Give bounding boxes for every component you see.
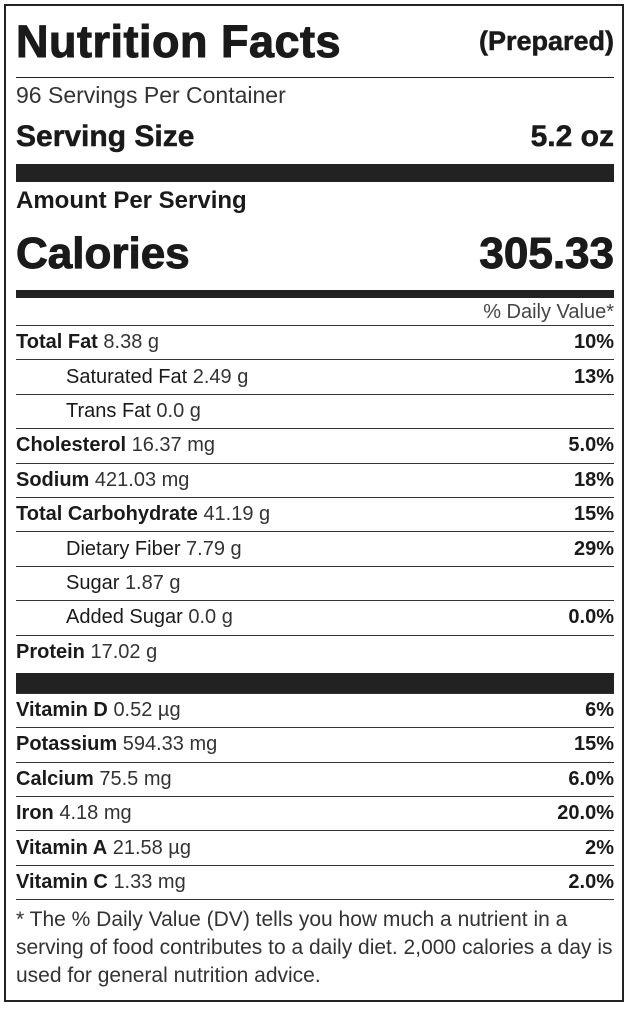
nutrient-name: Protein bbox=[16, 640, 85, 663]
daily-value: 10% bbox=[573, 331, 614, 354]
nutrient-row: Iron 4.18 mg 20.0% bbox=[16, 796, 614, 830]
nutrient-left: Saturated Fat 2.49 g bbox=[66, 366, 248, 389]
nutrient-name: Vitamin C bbox=[16, 871, 108, 894]
nutrient-row: Dietary Fiber 7.79 g 29% bbox=[16, 531, 614, 565]
nutrient-row: Sugar 1.87 g bbox=[16, 565, 614, 600]
nutrient-amount: 41.19 g bbox=[203, 503, 271, 526]
nutrient-name: Calcium bbox=[16, 767, 94, 790]
nutrient-row: Sodium 421.03 mg 18% bbox=[16, 462, 614, 497]
nutrient-left: Vitamin D 0.52 µg bbox=[16, 699, 181, 722]
daily-value: 18% bbox=[573, 468, 614, 491]
nutrient-row: Added Sugar 0.0 g 0.0% bbox=[16, 600, 614, 634]
nutrient-name: Saturated Fat bbox=[66, 365, 188, 388]
nutrient-row: Total Carbohydrate 41.19 g 15% bbox=[16, 496, 614, 531]
nutrient-name: Added Sugar bbox=[66, 606, 183, 629]
nutrient-amount: 2.49 g bbox=[192, 365, 249, 388]
servings: 96 Servings Per Container bbox=[16, 82, 286, 108]
nutrition-label: Nutrition Facts (Prepared) 96 Servings P… bbox=[4, 4, 624, 1002]
nutrient-name: Iron bbox=[16, 802, 54, 825]
daily-value: 15% bbox=[573, 503, 614, 526]
daily-value: 15% bbox=[573, 733, 614, 756]
nutrient-name: Sodium bbox=[16, 468, 90, 491]
nutrient-name: Potassium bbox=[16, 733, 118, 756]
daily-value: 0.0% bbox=[568, 606, 614, 629]
daily-value: 5.0% bbox=[568, 434, 614, 457]
nutrient-row: Vitamin C 1.33 mg 2.0% bbox=[16, 864, 614, 899]
nutrient-amount: 21.58 µg bbox=[112, 836, 191, 859]
nutrient-left: Iron 4.18 mg bbox=[16, 802, 132, 825]
nutrient-amount: 7.79 g bbox=[186, 537, 242, 560]
nutrient-amount: 16.37 mg bbox=[131, 434, 215, 457]
nutrient-name: Total Fat bbox=[16, 331, 98, 354]
nutrient-left: Sodium 421.03 mg bbox=[16, 469, 189, 492]
nutrient-left: Potassium 594.33 mg bbox=[16, 733, 217, 756]
nutrient-left: Vitamin A 21.58 µg bbox=[16, 837, 191, 860]
nutrient-name: Sugar bbox=[66, 571, 120, 594]
nutrient-left: Dietary Fiber 7.79 g bbox=[66, 538, 242, 561]
nutrient-left: Sugar 1.87 g bbox=[66, 572, 181, 595]
vitamin-list: Vitamin D 0.52 µg 6% Potassium 594.33 mg 15… bbox=[16, 692, 614, 899]
daily-value: 6% bbox=[585, 699, 614, 722]
divider bbox=[16, 164, 614, 182]
nutrient-left: Total Carbohydrate 41.19 g bbox=[16, 503, 270, 526]
serving-size-row: Serving Size 5.2 oz bbox=[16, 110, 615, 164]
nutrient-name: Cholesterol bbox=[16, 434, 127, 457]
daily-value: 13% bbox=[573, 365, 614, 388]
subtitle: (Prepared) bbox=[478, 26, 615, 57]
nutrient-name: Vitamin A bbox=[16, 836, 108, 859]
title: Nutrition Facts bbox=[15, 15, 342, 67]
amount-per-serving: Amount Per Serving bbox=[16, 187, 247, 214]
nutrient-row: Calcium 75.5 mg 6.0% bbox=[16, 761, 614, 796]
nutrient-left: Vitamin C 1.33 mg bbox=[16, 871, 186, 894]
footnote: * The % Daily Value (DV) tells you how m… bbox=[16, 899, 614, 990]
nutrient-row: Vitamin D 0.52 µg 6% bbox=[16, 692, 614, 727]
nutrient-amount: 0.52 µg bbox=[113, 699, 181, 722]
divider bbox=[16, 290, 614, 298]
nutrient-name: Vitamin D bbox=[16, 699, 108, 722]
serving-size-value: 5.2 oz bbox=[530, 120, 614, 154]
daily-value: 29% bbox=[573, 537, 614, 560]
divider bbox=[16, 672, 614, 693]
calories-label: Calories bbox=[16, 229, 191, 279]
nutrient-name: Trans Fat bbox=[66, 399, 151, 422]
nutrient-amount: 8.38 g bbox=[103, 331, 160, 354]
nutrient-left: Trans Fat 0.0 g bbox=[66, 400, 201, 423]
calories-value: 305.33 bbox=[479, 229, 615, 279]
nutrient-row: Vitamin A 21.58 µg 2% bbox=[16, 830, 614, 864]
nutrient-amount: 1.87 g bbox=[124, 571, 181, 594]
nutrient-row: Total Fat 8.38 g 10% bbox=[16, 325, 614, 359]
title-row: Nutrition Facts (Prepared) bbox=[15, 6, 615, 78]
nutrient-row: Protein 17.02 g bbox=[16, 634, 614, 669]
nutrient-amount: 421.03 mg bbox=[94, 468, 190, 491]
nutrient-name: Total Carbohydrate bbox=[16, 503, 198, 526]
nutrient-list: Total Fat 8.38 g 10% Saturated Fat 2.49 g 1… bbox=[16, 325, 614, 669]
calories-row: Calories 305.33 bbox=[16, 218, 615, 290]
nutrient-left: Total Fat 8.38 g bbox=[16, 331, 159, 354]
nutrient-left: Calcium 75.5 mg bbox=[16, 768, 172, 791]
nutrient-amount: 1.33 mg bbox=[113, 871, 186, 894]
nutrient-left: Protein 17.02 g bbox=[16, 641, 157, 664]
dv-header: % Daily Value* bbox=[483, 301, 614, 323]
daily-value: 6.0% bbox=[568, 767, 614, 790]
nutrient-row: Cholesterol 16.37 mg 5.0% bbox=[16, 428, 614, 462]
nutrient-row: Saturated Fat 2.49 g 13% bbox=[16, 359, 614, 393]
label-content: Nutrition Facts (Prepared) 96 Servings P… bbox=[15, 6, 615, 990]
nutrient-left: Cholesterol 16.37 mg bbox=[16, 434, 215, 457]
nutrient-row: Trans Fat 0.0 g bbox=[16, 393, 614, 428]
daily-value: 2.0% bbox=[568, 871, 614, 894]
nutrient-row: Potassium 594.33 mg 15% bbox=[16, 727, 614, 761]
serving-size-label: Serving Size bbox=[16, 120, 195, 154]
nutrient-left: Added Sugar 0.0 g bbox=[66, 606, 233, 629]
nutrient-amount: 0.0 g bbox=[156, 399, 201, 422]
nutrient-name: Dietary Fiber bbox=[66, 537, 181, 560]
nutrient-amount: 75.5 mg bbox=[99, 767, 172, 790]
nutrient-amount: 594.33 mg bbox=[122, 733, 218, 756]
nutrient-amount: 4.18 mg bbox=[59, 802, 132, 825]
nutrient-amount: 17.02 g bbox=[90, 640, 158, 663]
nutrient-amount: 0.0 g bbox=[188, 606, 233, 629]
daily-value: 20.0% bbox=[557, 802, 614, 825]
daily-value: 2% bbox=[585, 836, 614, 859]
